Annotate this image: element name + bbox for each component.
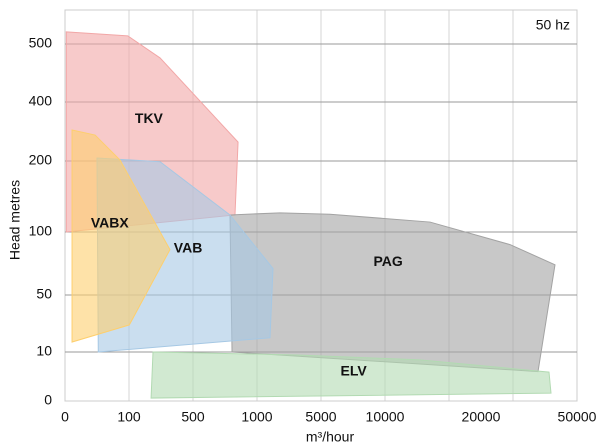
y-tick-label: 50: [36, 286, 52, 302]
y-axis-label: Head metres: [7, 180, 23, 260]
x-tick-label: 500: [181, 409, 205, 425]
y-tick-label: 200: [29, 152, 53, 168]
x-tick-label: 1000: [241, 409, 272, 425]
annotation: 50 hz: [536, 17, 570, 33]
x-tick-label: 5000: [305, 409, 336, 425]
y-tick-label: 400: [29, 93, 53, 109]
region-label: TKV: [135, 110, 164, 126]
y-tick-label: 0: [44, 392, 52, 408]
region-label: PAG: [373, 253, 402, 269]
y-tick-label: 500: [29, 35, 53, 51]
plot-frame: [64, 9, 578, 402]
region: [71, 129, 171, 343]
x-axis-label: m³/hour: [306, 429, 355, 445]
y-tick-label: 100: [29, 223, 53, 239]
region-label: ELV: [340, 362, 367, 378]
x-tick-label: 20000: [462, 409, 501, 425]
region-label: VABX: [91, 214, 130, 230]
y-tick-label: 10: [36, 343, 52, 359]
x-tick-label: 50000: [558, 409, 597, 425]
x-tick-label: 0: [61, 409, 69, 425]
region: [229, 212, 556, 373]
x-tick-label: 100: [117, 409, 141, 425]
region: [150, 351, 552, 399]
region-label: VAB: [174, 240, 203, 256]
vertical-grid: [128, 10, 514, 401]
x-tick-label: 10000: [366, 409, 405, 425]
